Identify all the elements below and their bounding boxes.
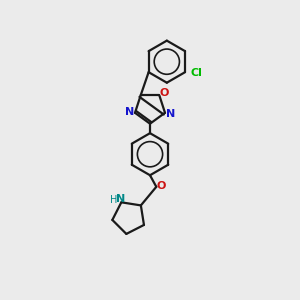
Text: N: N	[116, 194, 125, 204]
Text: N: N	[166, 109, 175, 119]
Text: Cl: Cl	[190, 68, 202, 78]
Text: O: O	[156, 181, 166, 191]
Text: H: H	[110, 195, 118, 205]
Text: O: O	[159, 88, 169, 98]
Text: N: N	[125, 107, 134, 117]
